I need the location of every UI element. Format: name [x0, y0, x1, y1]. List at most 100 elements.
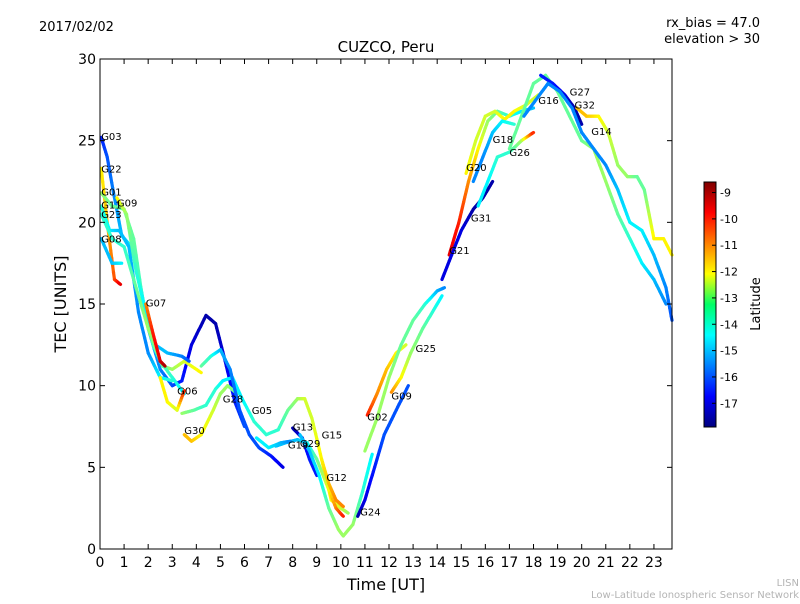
colorbar-tick-label: -9 — [720, 187, 731, 200]
x-axis-label: Time [UT] — [346, 575, 425, 594]
x-tick-label: 13 — [404, 555, 422, 571]
sat-label-g18: G18 — [493, 135, 513, 146]
track-segment — [581, 122, 582, 124]
y-axis-label: TEC [UNITS] — [51, 256, 70, 354]
colorbar-tick-label: -13 — [720, 292, 738, 305]
colorbar-tick-label: -12 — [720, 266, 738, 279]
colorbar-tick-label: -15 — [720, 345, 738, 358]
elevation-label: elevation > 30 — [664, 32, 760, 47]
track-segment — [120, 284, 121, 285]
colorbar-tick-label: -10 — [720, 213, 738, 226]
track-segment — [188, 361, 189, 362]
y-tick-label: 15 — [78, 297, 96, 313]
series-g32-track — [524, 84, 672, 321]
y-tick-label: 30 — [78, 52, 96, 68]
sat-label-g32: G32 — [575, 101, 595, 112]
colorbar-tick-label: -17 — [720, 397, 738, 410]
sat-label-g12: G12 — [326, 473, 346, 484]
chart-title: CUZCO, Peru — [338, 38, 435, 56]
colorbar-tick-label: -14 — [720, 318, 738, 331]
sat-label-g30: G30 — [184, 426, 204, 437]
y-tick-label: 10 — [78, 379, 96, 395]
x-tick-label: 16 — [476, 555, 494, 571]
colorbar-tick-label: -11 — [720, 239, 738, 252]
track-segment — [441, 296, 442, 298]
y-tick-label: 0 — [87, 542, 96, 558]
sat-label-g09: G09 — [391, 392, 411, 403]
sat-label-g06: G06 — [177, 387, 197, 398]
x-tick-label: 7 — [264, 555, 273, 571]
track-segment — [199, 371, 201, 372]
track-segment — [282, 466, 284, 467]
y-tick-label: 5 — [87, 460, 96, 476]
series-g31-track — [442, 182, 493, 280]
sat-label-g28: G28 — [223, 395, 243, 406]
x-tick-label: 9 — [312, 555, 321, 571]
sat-label-g02: G02 — [367, 413, 387, 424]
rx-bias-label: rx_bias = 47.0 — [666, 16, 760, 31]
track-segment — [405, 345, 406, 346]
sat-label-g16: G16 — [538, 96, 558, 107]
x-tick-label: 2 — [144, 555, 153, 571]
x-tick-label: 8 — [288, 555, 297, 571]
sat-label-g08: G08 — [101, 235, 121, 246]
sat-label-g13: G13 — [293, 423, 313, 434]
track-segment — [371, 454, 372, 459]
track-segment — [164, 366, 165, 367]
x-tick-label: 3 — [168, 555, 177, 571]
sat-label-g07: G07 — [146, 298, 166, 309]
sat-label-g21: G21 — [449, 246, 469, 257]
track-segment — [347, 513, 348, 514]
x-tick-label: 5 — [216, 555, 225, 571]
y-tick-label: 20 — [78, 215, 96, 231]
x-tick-label: 11 — [356, 555, 374, 571]
sat-label-g15: G15 — [322, 431, 342, 442]
track-segment — [491, 182, 492, 184]
x-tick-label: 10 — [332, 555, 350, 571]
satellite-labels: G03G22G01G11G09G23G08G07G06G30G28G05G13G… — [101, 88, 612, 519]
x-tick-label: 20 — [573, 555, 591, 571]
x-tick-label: 18 — [525, 555, 543, 571]
series-g03-track — [101, 137, 244, 426]
track-segment — [407, 386, 409, 389]
y-tick-label: 25 — [78, 134, 96, 150]
plot-frame — [100, 59, 672, 549]
sat-label-g14: G14 — [591, 127, 611, 138]
sat-label-g19: G19 — [288, 441, 308, 452]
colorbar-tick-label: -16 — [720, 371, 738, 384]
colorbar-label: Latitude — [749, 277, 764, 331]
x-tick-label: 19 — [549, 555, 567, 571]
sat-label-g05: G05 — [252, 406, 272, 417]
track-segment — [316, 474, 317, 476]
sat-label-g09: G09 — [117, 199, 137, 210]
data-layer — [101, 75, 672, 536]
sat-label-g25: G25 — [416, 344, 436, 355]
track-segment — [342, 506, 343, 507]
x-tick-label: 0 — [96, 555, 105, 571]
x-tick-label: 22 — [621, 555, 639, 571]
sat-label-g23: G23 — [101, 210, 121, 221]
sat-label-g26: G26 — [509, 148, 529, 159]
track-segment — [342, 515, 343, 516]
sat-label-g20: G20 — [466, 163, 486, 174]
x-tick-label: 17 — [501, 555, 519, 571]
sat-label-g31: G31 — [471, 213, 491, 224]
date-label: 2017/02/02 — [39, 20, 114, 35]
x-tick-label: 14 — [428, 555, 446, 571]
sat-label-g27: G27 — [570, 88, 590, 99]
footer-network: Low-Latitude Ionospheric Sensor Network — [591, 590, 799, 600]
sat-label-g01: G01 — [101, 187, 121, 198]
series-g19-track — [257, 438, 291, 448]
x-tick-label: 1 — [120, 555, 129, 571]
x-tick-label: 21 — [597, 555, 615, 571]
sat-label-g24: G24 — [360, 507, 380, 518]
footer-lisn: LISN — [777, 578, 799, 589]
x-tick-label: 4 — [192, 555, 201, 571]
x-tick-label: 6 — [240, 555, 249, 571]
sat-label-g22: G22 — [101, 164, 121, 175]
track-segment — [532, 133, 534, 134]
y-ticks: 0 5 10 15 20 25 30 — [78, 52, 672, 558]
x-tick-label: 12 — [380, 555, 398, 571]
